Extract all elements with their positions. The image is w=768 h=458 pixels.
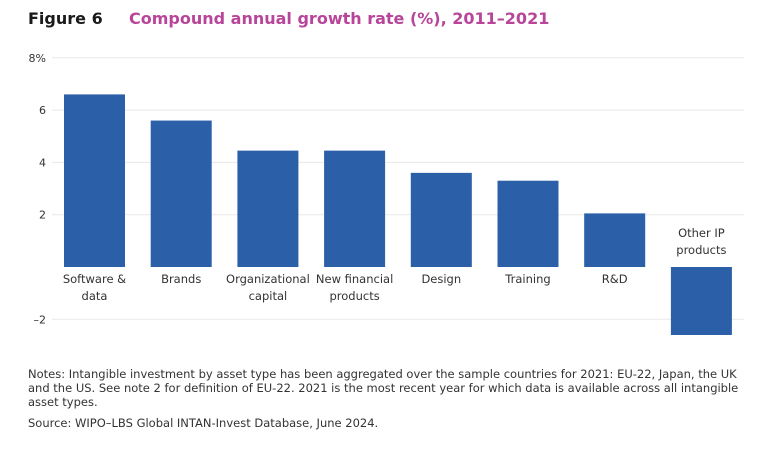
bar: [670, 267, 732, 335]
chart-title: Compound annual growth rate (%), 2011–20…: [129, 9, 550, 28]
y-tick-label: –2: [34, 313, 47, 326]
bar: [64, 94, 125, 267]
bars: [64, 94, 732, 335]
bar: [410, 172, 472, 267]
category-label: Organizational: [226, 272, 310, 286]
y-tick-label: 6: [39, 104, 46, 117]
bar-chart: 8% 6 4 2 –2 Software & data Brands Organization…: [29, 52, 744, 335]
category-labels: Software & data Brands Organizational capita…: [63, 226, 727, 303]
category-label: R&D: [602, 272, 628, 286]
category-label: New financial: [316, 272, 393, 286]
category-label: Training: [504, 272, 550, 286]
chart-source: Source: WIPO–LBS Global INTAN-Invest Dat…: [28, 416, 379, 430]
bar: [237, 150, 299, 267]
bar: [584, 213, 646, 267]
category-label: Software &: [63, 272, 126, 286]
figure-label: Figure 6: [28, 9, 103, 28]
category-label: Other IP: [678, 226, 725, 240]
bar: [150, 120, 212, 267]
chart-notes: Notes: Intangible investment by asset ty…: [28, 367, 739, 409]
category-label: products: [329, 289, 379, 303]
y-tick-label: 2: [39, 209, 46, 222]
bar: [324, 150, 386, 267]
category-label: Brands: [161, 272, 201, 286]
category-label: capital: [249, 289, 288, 303]
category-label: data: [82, 289, 108, 303]
y-axis-ticks: 8% 6 4 2 –2: [29, 52, 47, 326]
y-tick-label: 4: [39, 156, 46, 169]
bar: [497, 180, 559, 267]
category-label: products: [676, 243, 726, 257]
y-tick-label: 8%: [29, 52, 46, 65]
category-label: Design: [421, 272, 461, 286]
